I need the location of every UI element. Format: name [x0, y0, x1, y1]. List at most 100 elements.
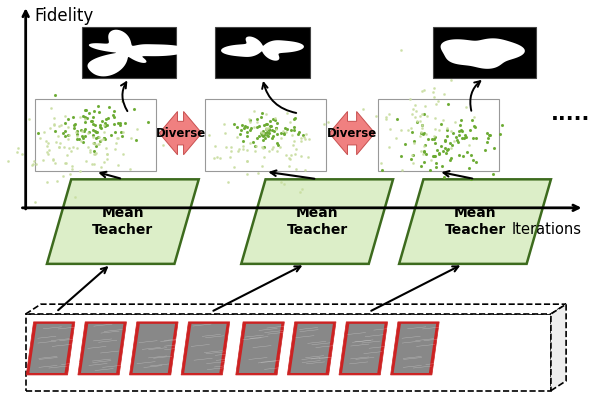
- Point: [61, 160, 71, 166]
- Point: [454, 128, 464, 134]
- Point: [65, 171, 75, 178]
- Point: [97, 118, 107, 124]
- Point: [286, 152, 296, 158]
- Point: [257, 110, 267, 116]
- Point: [212, 154, 222, 160]
- Point: [261, 125, 271, 131]
- Point: [448, 130, 458, 136]
- Point: [73, 133, 82, 139]
- Point: [420, 102, 430, 109]
- Point: [457, 135, 467, 141]
- Point: [415, 118, 425, 124]
- Point: [89, 161, 99, 168]
- Point: [304, 136, 314, 143]
- Point: [262, 132, 272, 139]
- Point: [43, 139, 53, 146]
- Point: [245, 117, 255, 123]
- Point: [96, 170, 106, 177]
- Point: [99, 159, 109, 165]
- Point: [290, 114, 300, 121]
- Point: [497, 122, 507, 129]
- Polygon shape: [26, 322, 75, 375]
- Point: [229, 164, 239, 171]
- Point: [396, 126, 406, 133]
- Point: [48, 157, 58, 164]
- Point: [42, 143, 52, 149]
- Point: [112, 135, 122, 141]
- Point: [429, 85, 439, 91]
- Point: [16, 151, 26, 158]
- Point: [298, 185, 307, 192]
- Point: [284, 163, 293, 169]
- Point: [442, 147, 452, 154]
- Point: [452, 137, 462, 143]
- Point: [384, 144, 394, 150]
- Point: [259, 131, 268, 138]
- Point: [229, 121, 239, 128]
- Point: [426, 156, 436, 163]
- Point: [289, 116, 299, 122]
- Point: [239, 147, 248, 153]
- Polygon shape: [440, 38, 525, 69]
- Point: [434, 151, 444, 157]
- Point: [407, 151, 417, 158]
- Point: [238, 138, 248, 144]
- Point: [99, 135, 109, 141]
- Point: [376, 160, 386, 167]
- Point: [319, 121, 329, 127]
- Point: [92, 129, 101, 135]
- Point: [440, 137, 450, 143]
- Point: [81, 158, 91, 164]
- Point: [113, 135, 123, 141]
- Point: [484, 131, 494, 138]
- Point: [445, 157, 455, 163]
- Point: [59, 143, 69, 150]
- Point: [126, 135, 136, 141]
- Point: [431, 139, 440, 146]
- Point: [99, 128, 109, 135]
- Point: [258, 133, 268, 139]
- Text: Diverse: Diverse: [327, 127, 377, 140]
- Point: [242, 128, 251, 135]
- Point: [256, 129, 265, 135]
- Point: [60, 128, 70, 134]
- Point: [403, 127, 413, 133]
- Point: [418, 150, 428, 157]
- Point: [90, 151, 100, 158]
- Point: [102, 122, 112, 128]
- Point: [264, 129, 273, 136]
- Polygon shape: [236, 322, 284, 375]
- Point: [278, 128, 288, 134]
- Polygon shape: [241, 179, 393, 264]
- Point: [54, 144, 64, 150]
- Point: [246, 118, 256, 125]
- Polygon shape: [390, 322, 439, 375]
- Point: [298, 131, 307, 138]
- Point: [301, 131, 311, 137]
- Point: [495, 130, 504, 137]
- Point: [46, 105, 56, 111]
- Point: [406, 124, 416, 131]
- FancyBboxPatch shape: [205, 99, 326, 171]
- Point: [386, 126, 395, 132]
- Point: [453, 139, 462, 145]
- Point: [443, 101, 453, 107]
- Point: [27, 162, 37, 168]
- Point: [86, 118, 96, 124]
- Point: [242, 158, 252, 164]
- Point: [442, 132, 452, 139]
- Point: [431, 164, 440, 171]
- Point: [109, 108, 119, 114]
- Point: [472, 159, 481, 165]
- Point: [259, 143, 269, 150]
- Point: [471, 135, 481, 142]
- Point: [29, 158, 39, 164]
- Point: [418, 130, 428, 137]
- Point: [381, 114, 390, 120]
- Point: [129, 105, 139, 112]
- Polygon shape: [81, 324, 123, 373]
- Point: [282, 110, 292, 116]
- Point: [251, 143, 261, 150]
- Point: [410, 101, 420, 108]
- Point: [92, 128, 102, 135]
